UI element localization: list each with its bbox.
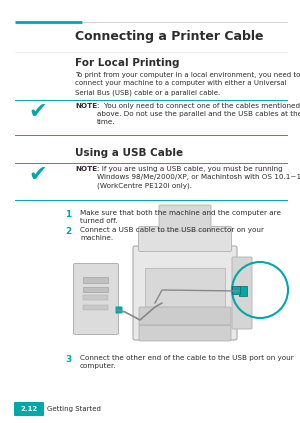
Text: Make sure that both the machine and the computer are
turned off.: Make sure that both the machine and the … <box>80 210 281 224</box>
Text: : If you are using a USB cable, you must be running
Windows 98/Me/2000/XP, or Ma: : If you are using a USB cable, you must… <box>97 166 300 189</box>
Text: NOTE: NOTE <box>75 103 97 109</box>
FancyBboxPatch shape <box>139 307 231 325</box>
Text: Getting Started: Getting Started <box>47 406 101 412</box>
FancyBboxPatch shape <box>74 264 118 335</box>
FancyBboxPatch shape <box>159 205 211 231</box>
Text: Connecting a Printer Cable: Connecting a Printer Cable <box>75 30 263 43</box>
Text: 2.12: 2.12 <box>20 406 38 412</box>
Text: ✔: ✔ <box>29 102 47 122</box>
Text: NOTE: NOTE <box>75 166 97 172</box>
FancyBboxPatch shape <box>139 226 232 252</box>
Bar <box>83 287 108 292</box>
Text: ✔: ✔ <box>29 165 47 185</box>
Bar <box>83 305 108 310</box>
Text: Connect a USB cable to the USB connector on your
machine.: Connect a USB cable to the USB connector… <box>80 227 264 241</box>
FancyBboxPatch shape <box>232 286 241 294</box>
Text: 3: 3 <box>65 355 71 364</box>
Text: Connect the other end of the cable to the USB port on your
computer.: Connect the other end of the cable to th… <box>80 355 294 369</box>
FancyBboxPatch shape <box>133 246 237 340</box>
Bar <box>145 268 225 308</box>
Text: 1: 1 <box>65 210 71 219</box>
Bar <box>83 277 108 283</box>
FancyBboxPatch shape <box>14 402 44 416</box>
FancyBboxPatch shape <box>232 257 252 329</box>
Text: Using a USB Cable: Using a USB Cable <box>75 148 183 158</box>
FancyBboxPatch shape <box>139 325 231 341</box>
Text: 2: 2 <box>65 227 71 236</box>
Bar <box>83 295 108 300</box>
FancyBboxPatch shape <box>116 307 122 313</box>
Text: To print from your computer in a local environment, you need to
connect your mac: To print from your computer in a local e… <box>75 72 300 96</box>
Text: :  You only need to connect one of the cables mentioned
above. Do not use the pa: : You only need to connect one of the ca… <box>97 103 300 126</box>
Text: For Local Printing: For Local Printing <box>75 58 179 68</box>
Bar <box>239 286 247 296</box>
